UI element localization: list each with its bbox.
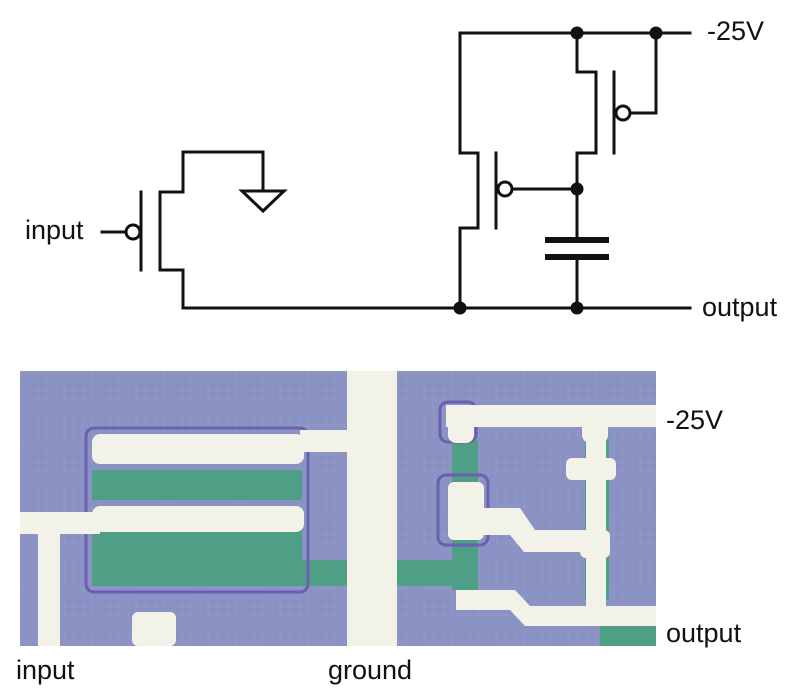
diffusion-region xyxy=(600,606,656,646)
junction-dot xyxy=(570,301,584,315)
schematic-diagram xyxy=(100,26,692,315)
junction-dot xyxy=(649,26,663,40)
diffusion-region xyxy=(585,440,609,600)
die-supply-label: -25V xyxy=(666,405,724,435)
metal-strip xyxy=(132,612,176,646)
diffusion-region xyxy=(92,560,467,586)
input-gate-bubble xyxy=(124,223,142,241)
upper-gate-bubble xyxy=(614,104,632,122)
metal-pad xyxy=(582,405,608,443)
input-drain xyxy=(158,150,265,194)
metal-pad xyxy=(448,405,474,443)
metal-pad xyxy=(448,482,484,540)
metal-strip xyxy=(92,506,304,532)
schematic-output-label: output xyxy=(702,292,778,322)
ground-icon xyxy=(238,189,288,214)
metal-strip xyxy=(92,434,304,464)
output-metal xyxy=(456,590,656,626)
die-input-label: input xyxy=(16,655,75,685)
metal-strip xyxy=(38,512,60,646)
junction-dot xyxy=(570,182,584,196)
junction-dot xyxy=(570,26,584,40)
schematic-input-label: input xyxy=(25,215,84,245)
supply-metal xyxy=(446,405,656,427)
diffusion-region xyxy=(92,530,302,560)
metal-pad xyxy=(580,530,610,558)
diffusion-region xyxy=(396,560,456,586)
poly-outline xyxy=(436,473,490,547)
upper-drain xyxy=(575,31,598,74)
diffusion-region xyxy=(92,470,302,500)
metal-strip xyxy=(484,508,585,552)
poly-outline xyxy=(438,400,478,444)
metal-strip xyxy=(586,405,606,615)
die-background xyxy=(20,371,656,646)
junction-dot xyxy=(453,301,467,315)
upper-source xyxy=(575,151,598,242)
metal-pad xyxy=(566,458,616,480)
die-output-label: output xyxy=(666,618,742,648)
left-rail xyxy=(458,31,579,310)
die-ground-label: ground xyxy=(328,655,413,685)
metal-strip xyxy=(20,512,100,534)
mid-gate-bubble xyxy=(496,180,514,198)
metal-strip xyxy=(300,430,350,452)
poly-outline xyxy=(84,426,310,594)
diffusion-region xyxy=(452,440,478,590)
schematic-supply-label: -25V xyxy=(707,16,765,46)
input-source xyxy=(158,268,462,310)
ground-bus xyxy=(347,371,397,646)
upper-feedback xyxy=(628,31,658,115)
